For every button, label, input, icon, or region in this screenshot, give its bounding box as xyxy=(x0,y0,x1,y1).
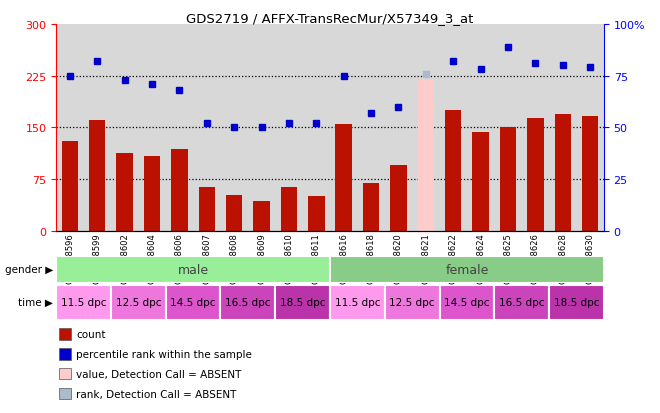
Text: 12.5 dpc: 12.5 dpc xyxy=(389,297,435,308)
Bar xyxy=(330,285,385,320)
Text: 12.5 dpc: 12.5 dpc xyxy=(115,297,161,308)
Bar xyxy=(89,121,106,231)
Bar xyxy=(385,285,440,320)
Bar xyxy=(308,197,325,231)
Bar xyxy=(226,195,242,231)
Bar xyxy=(199,188,215,231)
Bar xyxy=(500,128,516,231)
Bar xyxy=(582,116,599,231)
Text: time ▶: time ▶ xyxy=(18,297,53,308)
Text: value, Detection Call = ABSENT: value, Detection Call = ABSENT xyxy=(76,369,242,379)
Bar xyxy=(61,142,78,231)
Bar xyxy=(363,183,380,231)
Bar xyxy=(166,285,220,320)
Bar xyxy=(554,114,571,231)
Bar xyxy=(253,202,270,231)
Text: 14.5 dpc: 14.5 dpc xyxy=(444,297,490,308)
Bar xyxy=(275,285,330,320)
Bar xyxy=(335,125,352,231)
Bar xyxy=(144,157,160,231)
Text: GDS2719 / AFFX-TransRecMur/X57349_3_at: GDS2719 / AFFX-TransRecMur/X57349_3_at xyxy=(186,12,474,25)
Bar xyxy=(220,285,275,320)
Text: 11.5 dpc: 11.5 dpc xyxy=(61,297,106,308)
Text: male: male xyxy=(178,263,209,276)
Text: 14.5 dpc: 14.5 dpc xyxy=(170,297,216,308)
Bar xyxy=(390,166,407,231)
Text: female: female xyxy=(446,263,488,276)
Bar xyxy=(440,285,494,320)
Text: 18.5 dpc: 18.5 dpc xyxy=(554,297,599,308)
Bar xyxy=(171,150,187,231)
Bar xyxy=(56,285,111,320)
Bar xyxy=(56,256,330,283)
Text: 16.5 dpc: 16.5 dpc xyxy=(225,297,271,308)
Text: 16.5 dpc: 16.5 dpc xyxy=(499,297,544,308)
Bar xyxy=(111,285,166,320)
Bar xyxy=(445,111,461,231)
Text: gender ▶: gender ▶ xyxy=(5,264,53,275)
Bar xyxy=(494,285,549,320)
Bar xyxy=(330,256,604,283)
Text: 18.5 dpc: 18.5 dpc xyxy=(280,297,325,308)
Bar xyxy=(418,81,434,231)
Bar xyxy=(116,154,133,231)
Text: rank, Detection Call = ABSENT: rank, Detection Call = ABSENT xyxy=(76,389,236,399)
Bar xyxy=(527,119,544,231)
Text: 11.5 dpc: 11.5 dpc xyxy=(335,297,380,308)
Text: percentile rank within the sample: percentile rank within the sample xyxy=(76,349,251,359)
Bar xyxy=(280,188,297,231)
Bar xyxy=(549,285,604,320)
Text: count: count xyxy=(76,329,106,339)
Bar xyxy=(473,133,489,231)
